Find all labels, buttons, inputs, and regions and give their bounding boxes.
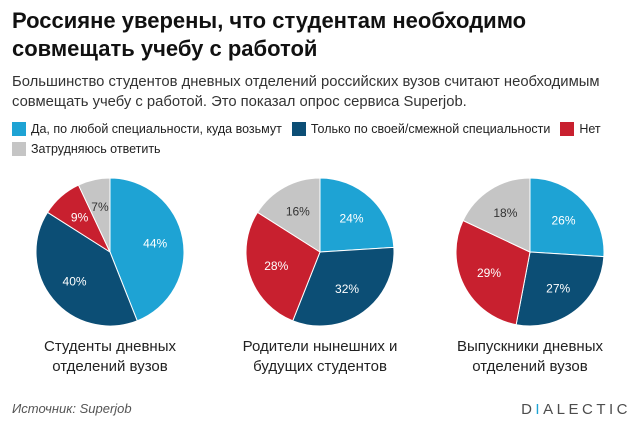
pie-value-number: 44 <box>143 236 157 250</box>
pie-value-unit: % <box>98 200 109 214</box>
legend-item-hard-to-say: Затрудняюсь ответить <box>12 139 161 159</box>
logo-letter: E <box>568 401 582 418</box>
pie-value-label-hard-to-say: 7% <box>91 200 109 214</box>
pie-slice-no <box>245 211 321 322</box>
logo-letter: A <box>543 401 557 418</box>
pie-value-unit: % <box>565 214 576 228</box>
chart-title: Россияне уверены, что студентам необходи… <box>12 8 527 61</box>
pie-slice-yes-any-specialty <box>109 177 185 322</box>
pie-caption-students: Студенты дневных отделений вузов <box>44 338 176 375</box>
pie-slice-yes-any-specialty <box>319 177 395 253</box>
pie-caption-parents: Родители нынешних и будущих студентов <box>242 338 398 375</box>
legend-swatch <box>12 122 26 136</box>
chart-subtitle: Большинство студентов дневных отделений … <box>12 74 600 110</box>
pie-slice-no <box>455 219 531 326</box>
pie-value-label-yes-any-specialty: 44% <box>143 236 167 250</box>
legend-label: Затрудняюсь ответить <box>31 142 161 156</box>
pie-value-number: 27 <box>546 281 560 295</box>
pie-value-unit: % <box>353 211 364 225</box>
pie-value-number: 26 <box>552 214 566 228</box>
pie-value-unit: % <box>78 210 89 224</box>
pie-slice-own-specialty-only <box>292 246 395 327</box>
pie-slice-yes-any-specialty <box>529 177 605 258</box>
pie-value-label-yes-any-specialty: 24% <box>339 211 363 225</box>
pie-slice-hard-to-say <box>77 177 111 253</box>
pie-slice-hard-to-say <box>462 177 531 253</box>
logo-letter: I <box>535 401 544 418</box>
legend-label: Нет <box>579 122 601 136</box>
logo-letter: L <box>556 401 569 418</box>
pie-value-unit: % <box>348 282 359 296</box>
pie-value-number: 40 <box>63 274 77 288</box>
pie-value-number: 24 <box>339 211 353 225</box>
pie-slice-own-specialty-only <box>35 211 138 327</box>
pie-value-number: 32 <box>335 282 349 296</box>
pie-slice-own-specialty-only <box>515 251 605 327</box>
pie-value-label-no: 29% <box>477 266 501 280</box>
pie-chart-parents: 24%32%28%16% <box>245 177 395 327</box>
legend-label: Да, по любой специальности, куда возьмут <box>31 122 282 136</box>
pie-value-number: 16 <box>286 205 300 219</box>
legend: Да, по любой специальности, куда возьмут… <box>12 119 628 159</box>
pie-value-label-hard-to-say: 16% <box>286 205 310 219</box>
logo-letter: C <box>581 401 597 418</box>
source-note: Источник: Superjob <box>12 401 132 416</box>
pie-chart-students: 44%40%9%7% <box>35 177 185 327</box>
pie-value-label-no: 9% <box>71 210 89 224</box>
logo-letter: C <box>616 401 631 418</box>
pie-value-number: 18 <box>493 206 507 220</box>
pie-value-unit: % <box>157 236 168 250</box>
legend-item-own-specialty-only: Только по своей/смежной специальности <box>291 119 551 139</box>
legend-swatch <box>291 122 306 136</box>
pie-value-number: 7 <box>91 200 98 214</box>
pie-value-label-hard-to-say: 18% <box>493 206 517 220</box>
legend-item-no: Нет <box>560 119 601 139</box>
pie-value-label-own-specialty-only: 32% <box>335 282 359 296</box>
pie-value-number: 28 <box>264 259 278 273</box>
pie-value-label-own-specialty-only: 40% <box>63 274 87 288</box>
pie-value-label-yes-any-specialty: 26% <box>552 214 576 228</box>
pie-value-unit: % <box>490 266 501 280</box>
logo-letter: I <box>608 401 617 418</box>
pie-value-unit: % <box>560 281 571 295</box>
pie-value-unit: % <box>76 274 87 288</box>
pie-value-number: 9 <box>71 210 78 224</box>
pie-value-number: 29 <box>477 266 491 280</box>
legend-label: Только по своей/смежной специальности <box>310 122 551 136</box>
legend-item-yes-any-specialty: Да, по любой специальности, куда возьмут <box>12 119 282 139</box>
pie-value-unit: % <box>278 259 289 273</box>
pie-value-label-no: 28% <box>264 259 288 273</box>
dialectic-logo: DIALECTIC <box>521 401 631 419</box>
pie-slice-hard-to-say <box>256 177 321 253</box>
logo-letter: D <box>521 401 536 418</box>
legend-swatch <box>560 122 575 136</box>
pie-chart-graduates: 26%27%29%18% <box>455 177 605 327</box>
pie-caption-graduates: Выпускники дневных отделений вузов <box>457 338 603 375</box>
logo-letter: T <box>596 401 609 418</box>
pie-value-unit: % <box>299 205 310 219</box>
legend-swatch <box>12 142 26 156</box>
pie-value-label-own-specialty-only: 27% <box>546 281 570 295</box>
pie-value-unit: % <box>507 206 518 220</box>
